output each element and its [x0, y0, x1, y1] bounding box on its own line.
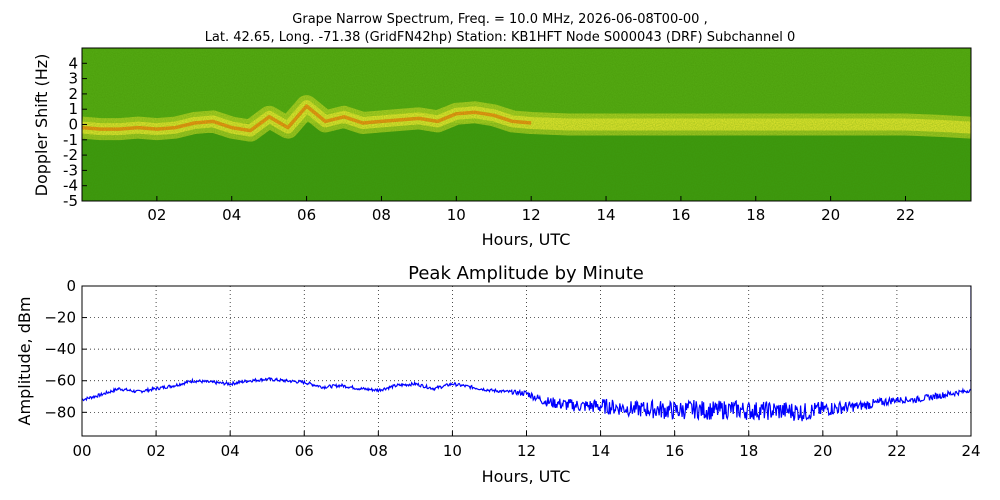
spectrogram-y-tick-label: 2: [68, 85, 78, 103]
spectrogram-noise: [82, 48, 971, 201]
spectrogram-x-tick-label: 12: [522, 206, 541, 224]
figure-title-line-2: Lat. 42.65, Long. -71.38 (GridFN42hp) St…: [204, 30, 796, 45]
spectrogram-y-tick-label: -2: [63, 146, 78, 164]
amplitude-x-tick-label: 04: [221, 442, 240, 460]
amplitude-x-tick-label: 02: [147, 442, 166, 460]
spectrogram-x-tick-label: 22: [896, 206, 915, 224]
spectrogram-x-axis-label: Hours, UTC: [482, 230, 571, 249]
amplitude-y-tick-label: −20: [44, 309, 76, 327]
amplitude-x-tick-label: 12: [517, 442, 536, 460]
spectrogram-y-axis-label: Doppler Shift (Hz): [32, 54, 51, 197]
spectrogram-x-tick-label: 18: [746, 206, 765, 224]
spectrogram-y-tick-label: 1: [68, 100, 78, 118]
spectrogram-y-tick-label: -3: [63, 161, 78, 179]
amplitude-y-ticks: −80 −60 −40 −20 0: [44, 277, 87, 421]
amplitude-y-tick-label: −40: [44, 340, 76, 358]
spectrogram-x-tick-label: 04: [222, 206, 241, 224]
spectrogram-y-tick-label: 3: [68, 70, 78, 88]
amplitude-chart-title: Peak Amplitude by Minute: [408, 263, 644, 284]
spectrogram-y-tick-label: -4: [63, 177, 78, 195]
spectrogram-x-tick-label: 10: [447, 206, 466, 224]
spectrogram-x-tick-label: 16: [671, 206, 690, 224]
amplitude-x-tick-label: 20: [813, 442, 832, 460]
amplitude-x-tick-label: 06: [295, 442, 314, 460]
spectrogram-x-tick-label: 02: [147, 206, 166, 224]
amplitude-y-tick-label: −60: [44, 372, 76, 390]
amplitude-x-tick-label: 16: [665, 442, 684, 460]
amplitude-panel: Peak Amplitude by Minute 00 02 04 06 08 10 12 1…: [15, 263, 981, 486]
spectrogram-x-tick-label: 08: [372, 206, 391, 224]
spectrogram-y-tick-label: -1: [63, 131, 78, 149]
amplitude-x-tick-label: 24: [961, 442, 980, 460]
amplitude-x-tick-label: 00: [72, 442, 91, 460]
amplitude-x-tick-label: 22: [887, 442, 906, 460]
spectrogram-x-tick-label: 20: [821, 206, 840, 224]
amplitude-y-tick-label: −80: [44, 403, 76, 421]
spectrogram-x-ticks: 02 04 06 08 10 12 14 16 18 20 22: [147, 196, 915, 224]
amplitude-x-tick-label: 18: [739, 442, 758, 460]
spectrogram-y-tick-label: 0: [68, 116, 78, 134]
spectrogram-y-tick-label: -5: [63, 192, 78, 210]
amplitude-y-tick-label: 0: [66, 277, 76, 295]
amplitude-x-tick-label: 14: [591, 442, 610, 460]
amplitude-x-axis-label: Hours, UTC: [482, 467, 571, 486]
spectrogram-y-tick-label: 4: [68, 54, 78, 72]
amplitude-y-axis-label: Amplitude, dBm: [15, 297, 34, 426]
amplitude-x-tick-label: 10: [443, 442, 462, 460]
spectrogram-x-tick-label: 06: [297, 206, 316, 224]
figure-title-line-1: Grape Narrow Spectrum, Freq. = 10.0 MHz,…: [292, 12, 708, 27]
amplitude-x-tick-label: 08: [369, 442, 388, 460]
amplitude-x-ticks: 00 02 04 06 08 10 12 14 16 18 20 22 24: [72, 431, 981, 460]
spectrogram-x-tick-label: 14: [596, 206, 615, 224]
amplitude-series-line: [82, 286, 971, 422]
